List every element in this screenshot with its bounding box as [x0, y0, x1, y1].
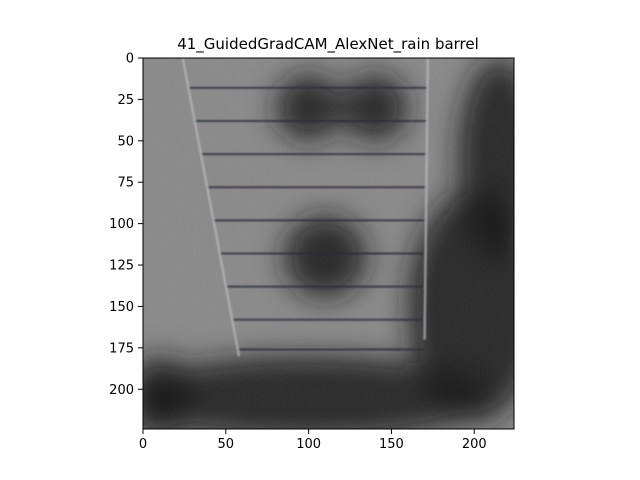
y-tick-label: 100 [109, 217, 134, 232]
chart-title: 41_GuidedGradCAM_AlexNet_rain barrel [177, 35, 479, 54]
y-tick-label: 50 [117, 134, 134, 149]
plot-area [143, 58, 514, 429]
right-edge-line [423, 58, 430, 340]
y-axis: 0 25 50 75 100 125 150 175 200 [109, 52, 143, 398]
x-axis: 0 50 100 150 200 [139, 429, 487, 452]
plot-frame [142, 57, 515, 430]
heatmap-texture [143, 58, 514, 429]
y-tick-label: 0 [126, 52, 134, 67]
y-tick-label: 200 [109, 383, 134, 398]
x-tick-label: 150 [379, 437, 404, 452]
x-tick-label: 0 [139, 437, 147, 452]
x-tick-label: 50 [218, 437, 235, 452]
y-tick-label: 125 [109, 259, 134, 274]
y-tick-label: 25 [117, 93, 134, 108]
y-tick-label: 150 [109, 300, 134, 315]
left-edge-line [181, 58, 241, 357]
y-tick-label: 175 [109, 341, 134, 356]
x-tick-label: 200 [462, 437, 487, 452]
x-tick-label: 100 [296, 437, 321, 452]
y-tick-label: 75 [117, 176, 134, 191]
